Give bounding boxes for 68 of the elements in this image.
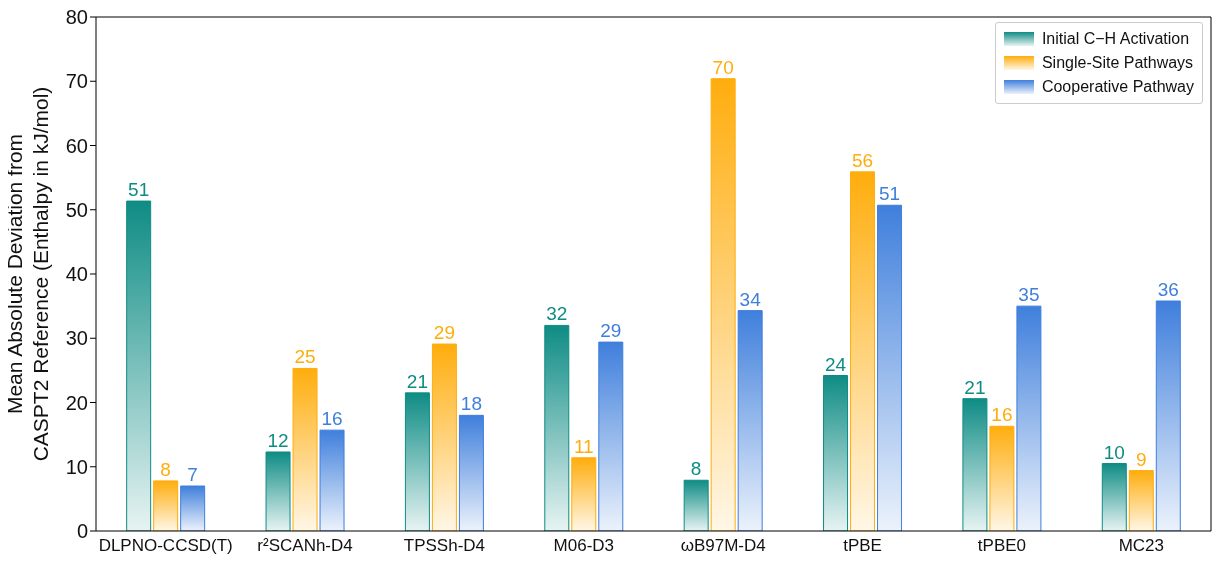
y-tick-label: 80 [65, 6, 88, 29]
bar [404, 392, 430, 531]
x-tick-label: ωB97M-D4 [680, 536, 766, 556]
y-tick-label: 20 [65, 391, 88, 414]
bar [737, 310, 763, 531]
bar [431, 343, 457, 531]
data-label: 25 [294, 346, 316, 368]
x-tick-label: DLPNO-CCSD(T) [98, 536, 233, 556]
bar [544, 324, 570, 531]
data-label: 7 [187, 464, 198, 486]
data-label: 11 [573, 435, 594, 457]
data-label: 18 [460, 393, 482, 415]
bar [1128, 470, 1154, 531]
data-label: 36 [1157, 278, 1179, 300]
bar [571, 457, 597, 531]
y-tick-label: 70 [65, 70, 88, 93]
data-label: 16 [991, 404, 1013, 426]
bar [683, 479, 709, 531]
data-label: 51 [128, 179, 150, 201]
y-tick-label: 40 [65, 263, 88, 286]
data-label: 70 [712, 56, 734, 78]
data-label: 29 [600, 320, 622, 342]
bar [710, 78, 736, 531]
bar [877, 204, 903, 531]
data-label: 12 [267, 429, 289, 451]
data-label: 34 [739, 288, 762, 310]
data-label: 10 [1103, 441, 1125, 463]
x-tick-label: TPSSh-D4 [403, 536, 486, 556]
y-tick-label: 0 [76, 520, 88, 543]
bar [1101, 463, 1127, 531]
data-label: 21 [406, 370, 428, 392]
bar [319, 429, 345, 531]
data-label: 24 [824, 353, 847, 375]
bar [180, 485, 206, 531]
data-label: 29 [433, 322, 455, 344]
data-label: 8 [160, 458, 171, 480]
bar [458, 414, 484, 531]
data-label: 56 [851, 149, 874, 171]
data-label: 32 [546, 303, 568, 325]
bar [598, 341, 624, 531]
data-label: 21 [964, 376, 986, 398]
bar [989, 425, 1015, 531]
bar [1016, 305, 1042, 531]
x-tick-label: M06-D3 [553, 536, 615, 556]
data-label: 8 [690, 458, 702, 480]
bar [1155, 300, 1181, 531]
legend-label: Cooperative Pathway [1041, 77, 1194, 97]
bar [962, 398, 988, 531]
y-tick-label: 60 [65, 134, 88, 157]
y-tick-label: 50 [65, 198, 88, 221]
y-tick-label: 10 [65, 455, 88, 478]
bar [153, 480, 179, 531]
bar [850, 171, 876, 531]
x-tick-label: MC23 [1118, 536, 1164, 556]
y-tick-label: 30 [65, 327, 88, 350]
data-label: 51 [878, 183, 901, 205]
bar [265, 451, 291, 531]
bar [823, 375, 849, 531]
data-label: 16 [321, 408, 343, 430]
bar [292, 367, 318, 531]
bar [126, 200, 152, 531]
x-tick-label: r²SCANh-D4 [257, 536, 353, 556]
x-tick-label: tPBE [843, 536, 882, 556]
x-tick-label: tPBE0 [977, 536, 1027, 556]
data-label: 35 [1018, 284, 1040, 306]
data-label: 9 [1136, 448, 1147, 470]
legend-label: Initial C−H Activation [1041, 29, 1190, 49]
legend-label: Single-Site Pathways [1041, 53, 1194, 73]
